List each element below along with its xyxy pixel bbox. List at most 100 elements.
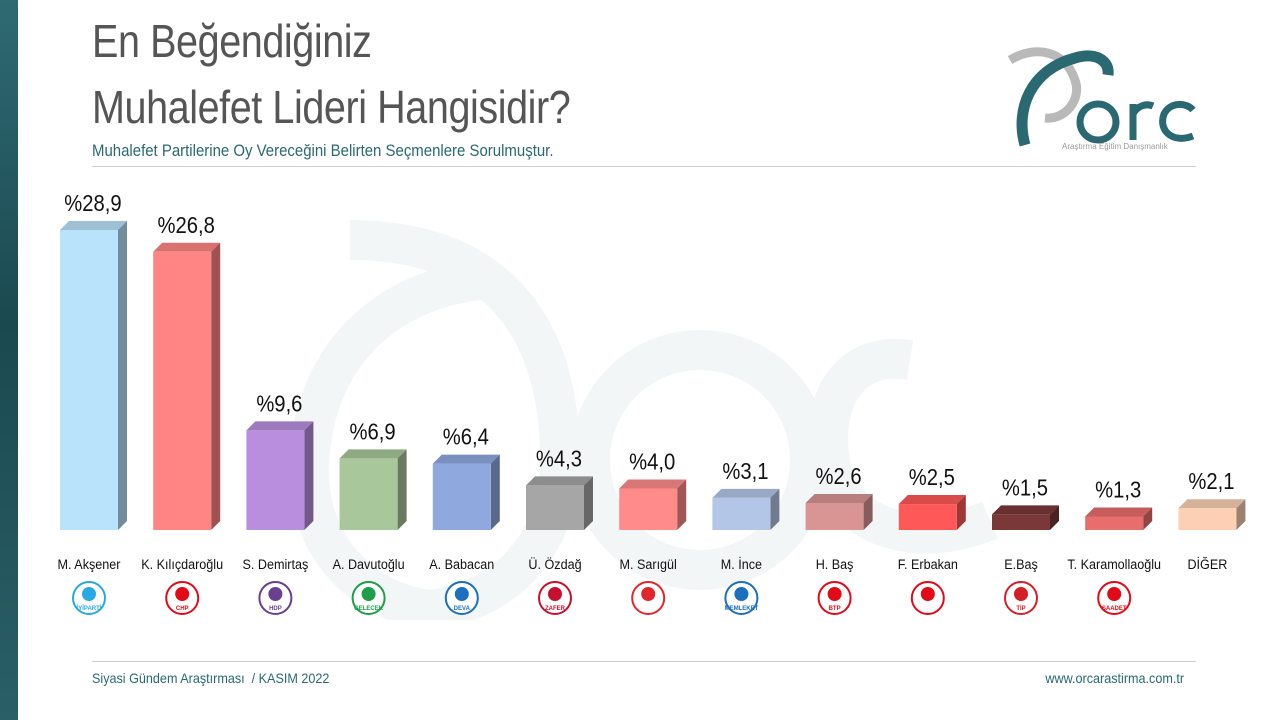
tip-icon: TİP [1004, 581, 1038, 615]
bar-value-label: %1,5 [1002, 474, 1048, 501]
category-label: E.Baş [1004, 556, 1038, 572]
logo-tagline: Araştırma Eğitim Danışmanlık [1062, 142, 1168, 151]
bar-9 [898, 495, 966, 530]
bar-8 [805, 494, 873, 530]
category-label: H. Baş [816, 556, 854, 572]
bar-top-face [712, 488, 780, 498]
bar-side-face [584, 476, 593, 530]
party-badge-label: GELECEK [354, 606, 384, 612]
category-label: T. Karamollaoğlu [1067, 556, 1161, 572]
bar-value-label: %4,3 [536, 445, 582, 472]
bar-top-face [339, 449, 407, 459]
bar-front-face [60, 230, 118, 530]
left-accent-strip [0, 0, 18, 720]
footer-source: Siyasi Gündem Araştırması / KASIM 2022 [92, 670, 330, 686]
page-subtitle: Muhalefet Partilerine Oy Vereceğini Beli… [92, 141, 554, 160]
btp-icon: BTP [817, 581, 852, 615]
bar-3 [339, 449, 407, 530]
bar-top-face [992, 505, 1059, 515]
bar-value-label: %6,4 [443, 423, 489, 450]
bar-4 [432, 454, 500, 530]
bar-value-label: %6,9 [350, 418, 396, 445]
yeniden-refah-icon [910, 581, 945, 615]
bar-value-label: %2,5 [909, 464, 955, 491]
bar-front-face [526, 485, 584, 530]
page-title-line-1: En Beğendiğiniz [92, 15, 372, 67]
party-badge-label: SAADET [1102, 606, 1127, 612]
category-label: DİĞER [1187, 556, 1227, 572]
bar-front-face [992, 514, 1050, 530]
bar-0 [60, 221, 127, 530]
bar-top-face [805, 494, 873, 504]
bar-side-face [863, 494, 873, 530]
chp-icon: CHP [165, 581, 200, 615]
bar-side-face [490, 454, 500, 530]
bar-top-face [153, 242, 221, 252]
bar-front-face [339, 458, 398, 530]
bar-top-face [898, 495, 966, 505]
category-label: M. Akşener [58, 556, 121, 572]
footer-divider [92, 661, 1196, 662]
bar-top-face [1178, 499, 1246, 509]
category-label: M. İnce [721, 556, 762, 572]
bar-value-label: %9,6 [256, 390, 302, 417]
party-badge-label: ZAFER [545, 606, 566, 612]
orc-watermark-icon [288, 220, 998, 620]
bar-side-face [956, 495, 966, 530]
category-label: Ü. Özdağ [528, 556, 581, 572]
party-badge-label: DEVA [454, 606, 471, 612]
bar-front-face [805, 503, 864, 530]
bar-top-face [526, 476, 593, 486]
bar-value-label: %2,1 [1188, 468, 1234, 495]
bar-12 [1178, 499, 1246, 530]
bar-front-face [246, 430, 305, 530]
category-label: A. Davutoğlu [333, 556, 405, 572]
bar-value-label: %28,9 [64, 190, 121, 217]
bar-side-face [397, 449, 407, 530]
hdp-icon: HDP [258, 581, 293, 615]
bar-side-face [1050, 505, 1059, 530]
bar-value-label: %4,0 [629, 448, 675, 475]
bar-side-face [304, 421, 314, 530]
bar-front-face [432, 463, 491, 530]
page-title-line-2: Muhalefet Lideri Hangisidir? [92, 81, 571, 133]
bar-value-label: %3,1 [722, 458, 768, 485]
bar-top-face [619, 479, 687, 489]
bar-5 [526, 476, 593, 530]
bar-top-face [432, 454, 500, 464]
category-label: F. Erbakan [898, 556, 958, 572]
bar-side-face [211, 242, 221, 530]
category-label: S. Demirtaş [243, 556, 309, 572]
bar-front-face [153, 251, 212, 530]
party-badge-label: İYİPARTİ [77, 605, 102, 612]
party-badge-label: BTP [829, 606, 841, 612]
bar-value-label: %2,6 [816, 463, 862, 490]
bar-side-face [677, 479, 687, 530]
bar-front-face [1178, 508, 1237, 530]
iyi-parti-icon: İYİPARTİ [72, 581, 106, 615]
party-badge-label: CHP [176, 606, 189, 612]
bar-top-face [60, 221, 127, 230]
bar-top-face [246, 421, 314, 431]
memleket-icon: MEMLEKET [724, 581, 759, 615]
orc-logo-icon [1007, 47, 1196, 147]
bar-1 [153, 242, 221, 530]
bar-6 [619, 479, 687, 530]
party-badge-label: HDP [269, 606, 282, 612]
saadet-icon: SAADET [1097, 581, 1132, 615]
bar-front-face [619, 488, 678, 530]
bar-10 [992, 505, 1059, 530]
bar-front-face [712, 497, 771, 530]
gelecek-icon: GELECEK [351, 581, 386, 615]
category-label: K. Kılıçdaroğlu [141, 556, 223, 572]
bar-side-face [1143, 507, 1153, 530]
party-badge-label: TİP [1016, 605, 1025, 612]
bar-front-face [1085, 516, 1144, 530]
bar-value-label: %26,8 [158, 212, 215, 239]
deva-icon: DEVA [444, 581, 479, 615]
bar-top-face [1085, 507, 1153, 517]
bar-side-face [770, 488, 780, 530]
bar-side-face [118, 221, 127, 530]
tdp-icon [631, 581, 666, 615]
